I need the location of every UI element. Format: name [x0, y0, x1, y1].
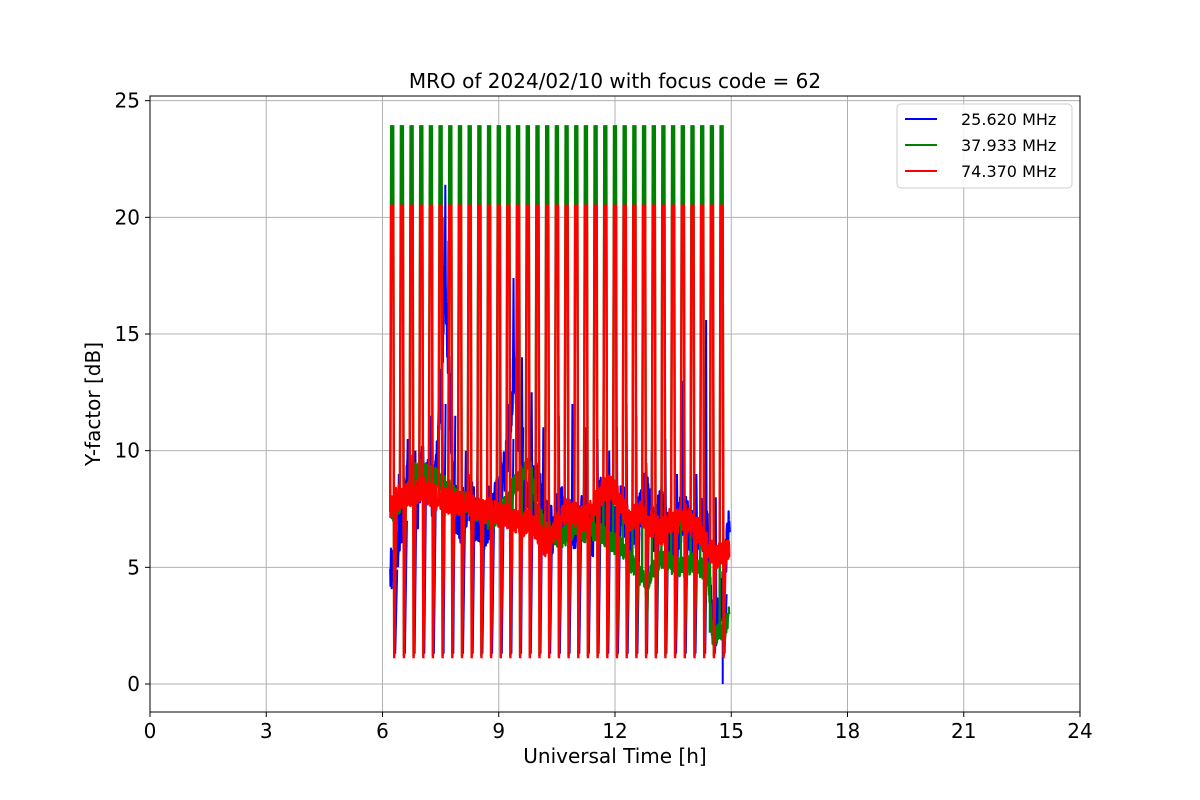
calibration-pulse [602, 204, 611, 659]
data-spike [727, 520, 731, 533]
data-spike [584, 427, 588, 517]
calibration-pulse [514, 204, 524, 659]
calibration-pulse [592, 204, 601, 659]
calibration-pulse [699, 204, 708, 659]
calibration-pulse [621, 204, 630, 659]
calibration-pulse [611, 204, 621, 659]
chart-title: MRO of 2024/02/10 with focus code = 62 [409, 69, 821, 93]
data-spike [704, 319, 708, 535]
calibration-pulse [418, 204, 427, 659]
y-tick-label: 20 [115, 205, 140, 229]
calibration-pulse [718, 204, 727, 659]
calibration-pulse [573, 204, 582, 659]
data-spike [443, 184, 447, 302]
calibration-pulse [669, 204, 679, 659]
calibration-pulse [437, 204, 446, 659]
x-tick-label: 18 [835, 719, 860, 743]
calibration-pulse [660, 204, 669, 659]
x-tick-label: 24 [1067, 719, 1092, 743]
calibration-pulse [524, 204, 533, 659]
calibration-pulse [534, 204, 543, 659]
calibration-pulse [476, 204, 485, 659]
legend: 25.620 MHz 37.933 MHz 74.370 MHz [896, 103, 1073, 189]
calibration-pulse [553, 204, 563, 659]
y-tick-label: 15 [115, 322, 140, 346]
calibration-pulse [640, 204, 650, 659]
calibration-pulse [398, 204, 408, 659]
data-spike [389, 567, 393, 574]
calibration-pulse [389, 204, 398, 659]
calibration-pulse [408, 204, 417, 659]
legend-label: 37.933 MHz [961, 136, 1056, 155]
data-spike [406, 438, 410, 478]
legend-box [896, 103, 1073, 189]
calibration-pulse [447, 204, 456, 659]
data-spike [530, 392, 534, 495]
calibration-pulse [679, 204, 688, 659]
x-tick-label: 9 [492, 719, 505, 743]
calibration-pulse [544, 204, 553, 659]
x-axis-label: Universal Time [h] [523, 744, 706, 768]
data-spike [464, 450, 468, 504]
calibration-pulse [650, 204, 659, 659]
calibration-pulse [427, 204, 437, 659]
y-axis-label: Y-factor [dB] [81, 342, 105, 467]
legend-label: 74.370 MHz [961, 162, 1056, 181]
x-tick-label: 12 [602, 719, 627, 743]
calibration-pulse [563, 204, 572, 659]
data-spike [541, 427, 545, 512]
calibration-pulse [582, 204, 592, 659]
data-spike [675, 473, 679, 526]
calibration-pulse [708, 204, 718, 659]
calibration-pulse [495, 204, 504, 659]
calibration-pulse [456, 204, 466, 659]
calibration-pulse [466, 204, 475, 659]
calibration-pulse [689, 204, 698, 659]
y-tick-label: 25 [115, 89, 140, 113]
calibration-pulse [505, 204, 514, 659]
axis-ticks: 0 3 6 9 12 15 18 21 24 0 5 10 15 20 25 [115, 89, 1093, 743]
y-tick-label: 5 [127, 555, 140, 579]
x-tick-label: 21 [951, 719, 976, 743]
calibration-pulse [631, 204, 640, 659]
data-spike [570, 403, 574, 524]
x-tick-label: 3 [260, 719, 273, 743]
series-74-370-mhz [389, 204, 731, 659]
x-tick-label: 6 [376, 719, 389, 743]
x-tick-label: 15 [719, 719, 744, 743]
plot-area [389, 125, 731, 684]
calibration-pulse [485, 204, 495, 659]
data-spike [511, 277, 516, 379]
y-tick-label: 0 [127, 672, 140, 696]
legend-label: 25.620 MHz [961, 110, 1056, 129]
y-tick-label: 10 [115, 439, 140, 463]
x-tick-label: 0 [144, 719, 157, 743]
data-spike [694, 473, 698, 527]
